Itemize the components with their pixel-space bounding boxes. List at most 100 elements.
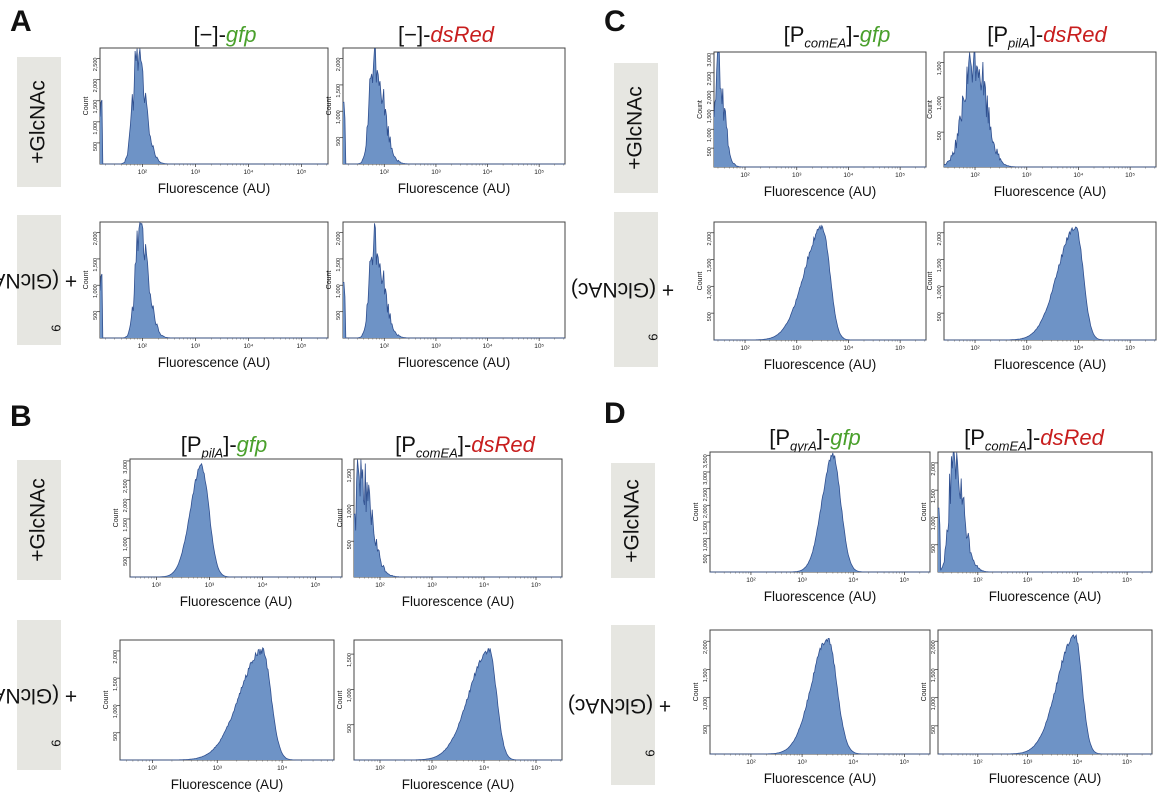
y-axis-label: Count: [83, 97, 90, 116]
x-tick-label: 10⁴: [257, 582, 267, 589]
y-tick-label: 2,000: [937, 232, 943, 246]
x-axis-label: Fluorescence (AU): [398, 181, 511, 196]
column-title-a1: [−]-gfp: [193, 22, 257, 47]
x-axis-label: Fluorescence (AU): [158, 181, 271, 196]
x-tick-label: 10⁴: [843, 172, 853, 179]
histogram-d-chitin-dsred: 500 1,000 1,500 2,000 Count 10² 10³ 10⁴ 10⁵ Fluor…: [921, 629, 1153, 786]
histogram-c-glcnac-dsred: 500 1,000 1,500 Count 10² 10³ 10⁴ 10⁵ Fluorescen…: [927, 51, 1157, 199]
x-tick-label: 10⁴: [479, 582, 489, 589]
x-tick-label: 10²: [380, 343, 390, 350]
x-tick-label: 10⁵: [1125, 345, 1135, 352]
y-tick-label: 1,500: [93, 100, 99, 114]
column-title-d1: [PgyrA]-gfp: [769, 425, 861, 454]
y-axis-label: Count: [326, 97, 333, 116]
x-tick-label: 10²: [138, 169, 148, 176]
x-tick-label: 10³: [797, 577, 807, 584]
y-tick-label: 500: [347, 540, 353, 549]
y-tick-label: 1,000: [707, 285, 713, 299]
histogram-c-glcnac-gfp: 500 1,000 1,500 2,000 2,500 3,000 Count 10² 10³ 1…: [697, 51, 927, 199]
x-axis-label: Fluorescence (AU): [764, 357, 877, 372]
plot-frame: [937, 451, 1153, 573]
x-tick-label: 10³: [431, 169, 441, 176]
y-tick-label: 2,000: [931, 640, 937, 654]
x-tick-label: 10⁵: [531, 582, 541, 589]
y-tick-label: 500: [937, 312, 943, 321]
y-tick-label: 1,000: [347, 504, 353, 518]
row-label-chitin-a: + (GlcNAc)6: [0, 215, 78, 345]
x-axis-label: Fluorescence (AU): [989, 589, 1102, 604]
histogram-area: [714, 225, 926, 340]
x-tick-label: 10²: [152, 582, 162, 589]
row-label-glcnac-c: +GlcNAc: [614, 63, 658, 193]
y-tick-label: 1,500: [123, 518, 129, 532]
y-tick-label: 2,500: [123, 479, 129, 493]
x-tick-label: 10³: [431, 343, 441, 350]
y-tick-label: 1,500: [937, 259, 943, 273]
histogram-area: [100, 222, 328, 338]
y-axis-label: Count: [113, 509, 120, 528]
y-axis-label: Count: [927, 272, 934, 291]
y-tick-label: 3,000: [703, 471, 709, 485]
histogram-c-chitin-gfp: 500 1,000 1,500 2,000 Count 10² 10³ 10⁴ 10⁵ Fluor…: [697, 221, 927, 372]
y-tick-label: 1,500: [937, 61, 943, 75]
histogram-outline: [353, 459, 562, 578]
x-tick-label: 10²: [970, 172, 980, 179]
x-axis-label: Fluorescence (AU): [398, 355, 511, 370]
y-tick-label: 1,000: [113, 704, 119, 718]
x-tick-label: 10⁵: [531, 765, 541, 772]
y-tick-label: 1,000: [937, 285, 943, 299]
x-tick-label: 10⁵: [1122, 577, 1132, 584]
histogram-outline: [354, 648, 562, 761]
x-axis-label: Fluorescence (AU): [764, 771, 877, 786]
y-tick-label: 1,500: [707, 109, 713, 123]
x-tick-label: 10⁵: [1122, 759, 1132, 766]
y-tick-label: 1,500: [336, 84, 342, 98]
y-tick-label: 2,000: [703, 504, 709, 518]
y-tick-label: 1,500: [347, 653, 353, 667]
y-axis-label: Count: [693, 683, 700, 702]
histogram-area: [100, 48, 328, 164]
y-tick-label: 1,000: [707, 128, 713, 142]
y-tick-label: 1,500: [93, 258, 99, 272]
x-tick-label: 10²: [138, 343, 148, 350]
x-tick-label: 10⁴: [277, 765, 287, 772]
histogram-area: [354, 648, 562, 760]
y-tick-label: 1,000: [931, 697, 937, 711]
x-tick-label: 10³: [205, 582, 215, 589]
histogram-a-glcnac-gfp: 500 1,000 1,500 2,000 2,500 Count 10² 10³ 10⁴ 10⁵…: [83, 47, 329, 196]
histogram-area: [354, 459, 562, 577]
histogram-outline: [944, 226, 1156, 341]
panel-letter-b: B: [10, 400, 32, 433]
column-title-c1: [PcomEA]-gfp: [783, 22, 891, 51]
y-tick-label: 2,500: [707, 72, 713, 86]
y-tick-label: 2,500: [93, 58, 99, 72]
x-axis-label: Fluorescence (AU): [764, 589, 877, 604]
y-tick-label: 3,000: [123, 460, 129, 474]
y-axis-label: Count: [693, 503, 700, 522]
x-tick-label: 10⁴: [483, 169, 493, 176]
column-title-a2: [−]-dsRed: [397, 22, 495, 47]
x-tick-label: 10⁴: [848, 577, 858, 584]
y-tick-label: 1,500: [113, 677, 119, 691]
y-tick-label: 2,500: [703, 488, 709, 502]
histogram-area: [120, 647, 334, 760]
x-tick-label: 10³: [792, 172, 802, 179]
y-tick-label: 2,000: [93, 232, 99, 246]
y-axis-label: Count: [697, 100, 704, 119]
y-axis-label: Count: [337, 509, 344, 528]
histogram-outline: [713, 52, 926, 168]
x-axis-label: Fluorescence (AU): [989, 771, 1102, 786]
panel-letter-a: A: [10, 5, 32, 38]
x-tick-label: 10³: [427, 582, 437, 589]
y-tick-label: 1,500: [707, 259, 713, 273]
x-tick-label: 10³: [1023, 759, 1033, 766]
row-label-glcnac-a: +GlcNAc: [17, 57, 61, 187]
x-tick-label: 10³: [1023, 577, 1033, 584]
y-tick-label: 1,500: [931, 489, 937, 503]
x-tick-label: 10⁵: [534, 169, 544, 176]
y-tick-label: 500: [93, 142, 99, 151]
x-axis-label: Fluorescence (AU): [994, 357, 1107, 372]
x-axis-label: Fluorescence (AU): [158, 355, 271, 370]
x-tick-label: 10⁴: [848, 759, 858, 766]
y-tick-label: 500: [93, 311, 99, 320]
